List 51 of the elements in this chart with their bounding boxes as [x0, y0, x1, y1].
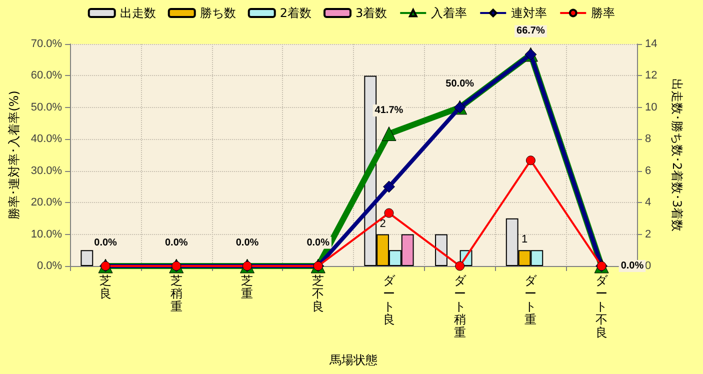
x-tick-label: 芝良: [100, 274, 112, 300]
x-tick-label: 芝稍重: [170, 274, 182, 314]
y-tick-label: 10.0%: [30, 228, 62, 240]
point: [382, 180, 395, 193]
x-tick-label: ダート不良: [596, 274, 609, 340]
data-label: 0.0%: [164, 237, 188, 248]
x-tick-label: ダート良: [382, 274, 396, 326]
y-tick-label: 40.0%: [30, 133, 62, 146]
data-label: 2: [380, 218, 386, 230]
data-label: 66.7%: [516, 26, 545, 37]
y2-axis-title: 出走数･勝ち数･2着数･3着数: [670, 78, 684, 232]
x-tick-label: ダート稍重: [454, 274, 467, 340]
point: [455, 261, 465, 271]
y2-tick-label: 0: [645, 260, 652, 272]
data-label: 50.0%: [446, 78, 474, 90]
y-tick-label: 20.0%: [30, 196, 62, 209]
data-label: 0.0%: [236, 237, 259, 248]
x-axis-title: 馬場状態: [328, 353, 378, 367]
data-label: 41.7%: [374, 105, 404, 116]
data-label: 0.0%: [94, 237, 118, 248]
y2-tick-label: 8: [645, 133, 652, 146]
y-tick-label: 60.0%: [30, 70, 62, 82]
point: [384, 208, 394, 218]
x-tick-label: 芝重: [241, 274, 254, 300]
bar: [435, 234, 448, 266]
y2-tick-label: 14: [645, 38, 658, 50]
y2-tick-label: 6: [645, 164, 652, 177]
y2-tick-label: 4: [645, 196, 652, 209]
legend-label: 3着数: [356, 6, 388, 20]
legend-label: 出走数: [120, 6, 156, 20]
point: [526, 156, 536, 166]
x-tick-label: ダート重: [524, 274, 538, 326]
y-tick-label: 50.0%: [30, 101, 62, 114]
data-label: 1: [521, 234, 528, 246]
legend-label: 勝ち数: [200, 6, 236, 20]
y-axis-title: 勝率･連対率･入着率(%): [7, 90, 21, 220]
point: [382, 126, 396, 141]
y2-tick-label: 2: [645, 228, 652, 240]
y-tick-label: 30.0%: [30, 164, 62, 177]
legend-label: 2着数: [280, 6, 312, 20]
y2-tick-label: 12: [645, 70, 658, 82]
data-label: 0.0%: [620, 260, 644, 272]
y2-tick-label: 10: [645, 101, 658, 114]
y-tick-label: 0.0%: [37, 260, 62, 272]
legend-label: 勝率: [591, 6, 616, 20]
data-label: 0.0%: [306, 237, 330, 248]
x-tick-label: 芝不良: [312, 274, 324, 314]
y-tick-label: 70.0%: [30, 38, 62, 50]
legend-label: 入着率: [431, 6, 468, 20]
legend-label: 連対率: [511, 6, 548, 20]
bar: [80, 250, 94, 266]
